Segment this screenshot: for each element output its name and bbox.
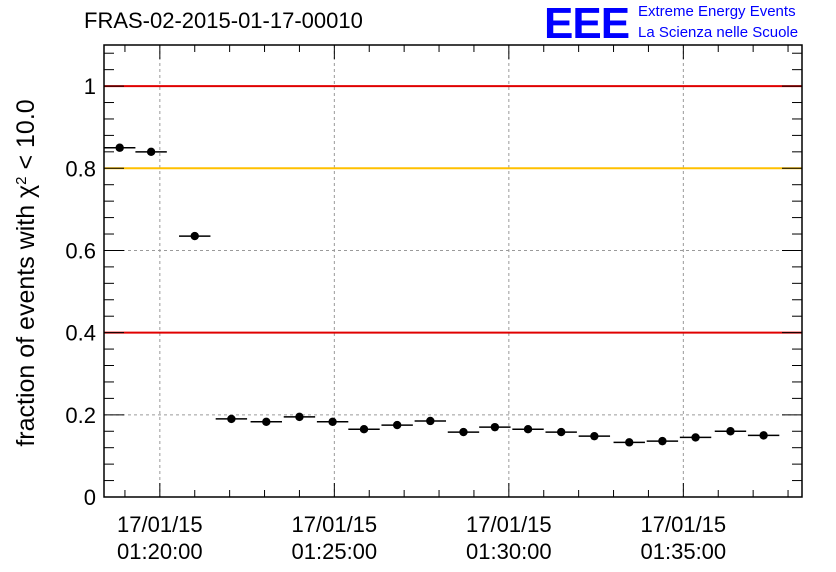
data-point [590, 431, 599, 441]
chart-title: FRAS-02-2015-01-17-00010 [84, 8, 363, 33]
x-tick-date: 17/01/15 [117, 512, 203, 537]
data-points [104, 143, 780, 447]
plot-frame [103, 44, 803, 498]
x-tick-time: 01:25:00 [292, 539, 378, 564]
data-point [426, 416, 435, 426]
y-axis-label-chi: χ [12, 185, 40, 198]
y-tick-label: 0.8 [65, 156, 96, 181]
data-point [459, 427, 468, 437]
y-tick-label: 1 [84, 74, 96, 99]
logo-mark: EEE [544, 0, 630, 48]
grid-layer [104, 45, 802, 497]
data-point [115, 143, 124, 152]
x-tick-time: 01:20:00 [117, 539, 203, 564]
data-point [658, 436, 667, 446]
data-point [190, 231, 199, 241]
x-tick-time: 01:30:00 [466, 539, 552, 564]
data-point [295, 412, 304, 422]
reference-lines [104, 85, 802, 334]
axis-ticks: 00.20.40.60.8117/01/1501:20:0017/01/1501… [65, 45, 802, 564]
x-tick-date: 17/01/15 [466, 512, 552, 537]
data-point [359, 425, 369, 434]
data-point [227, 414, 236, 424]
data-point [523, 425, 533, 434]
data-point [392, 420, 402, 430]
y-tick-label: 0.2 [65, 403, 96, 428]
eee-logo: EEE Extreme Energy Events La Scienza nel… [544, 0, 834, 48]
data-point [556, 427, 566, 437]
data-point [146, 147, 156, 157]
y-tick-label: 0.6 [65, 238, 96, 263]
data-point [691, 433, 700, 442]
y-tick-label: 0 [84, 485, 96, 510]
data-point [759, 431, 768, 440]
data-point [625, 438, 634, 447]
logo-text-line2: La Scienza nelle Scuole [638, 24, 799, 41]
y-axis-label-suffix: < 10.0 [12, 99, 40, 176]
data-point [262, 417, 271, 427]
y-axis-label-prefix: fraction of events with [12, 198, 40, 447]
y-axis-label: fraction of events with χ2 < 10.0 [12, 99, 40, 446]
y-tick-label: 0.4 [65, 321, 96, 346]
logo-text-line1: Extreme Energy Events [638, 3, 796, 20]
x-tick-date: 17/01/15 [292, 512, 378, 537]
x-tick-date: 17/01/15 [641, 512, 727, 537]
data-point [726, 427, 735, 436]
y-axis-label-sup: 2 [13, 176, 30, 184]
data-point [490, 422, 500, 432]
data-point [328, 417, 337, 427]
x-tick-time: 01:35:00 [641, 539, 727, 564]
